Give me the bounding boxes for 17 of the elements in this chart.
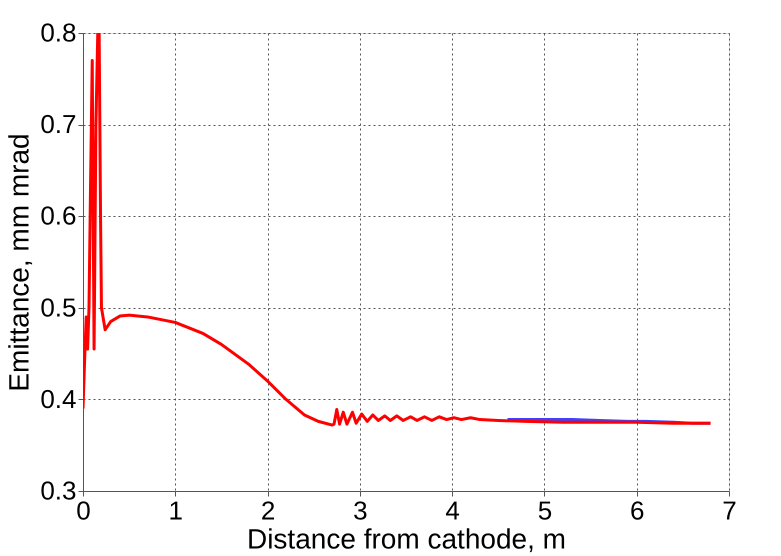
y-tick-label: 0.5 (40, 292, 76, 322)
y-tick-label: 0.4 (40, 384, 76, 414)
x-tick-label: 1 (168, 496, 184, 526)
x-tick-label: 6 (630, 496, 644, 526)
line-series (83, 33, 712, 427)
y-tick-label: 0.6 (40, 200, 76, 231)
x-tick-label: 7 (722, 496, 737, 526)
x-axis-title: Distance from cathode, m (246, 524, 566, 554)
y-tick-label: 0.7 (40, 109, 76, 140)
y-tick-label: 0.8 (40, 18, 76, 48)
x-tick-label: 0 (76, 496, 91, 526)
y-axis-title: Emittance, mm mrad (3, 133, 34, 392)
x-tick-label: 2 (260, 496, 276, 526)
x-tick-label: 5 (538, 496, 552, 526)
x-tick-label: 3 (353, 496, 368, 526)
y-tick-label: 0.3 (40, 476, 76, 506)
x-tick-label: 4 (445, 496, 460, 526)
